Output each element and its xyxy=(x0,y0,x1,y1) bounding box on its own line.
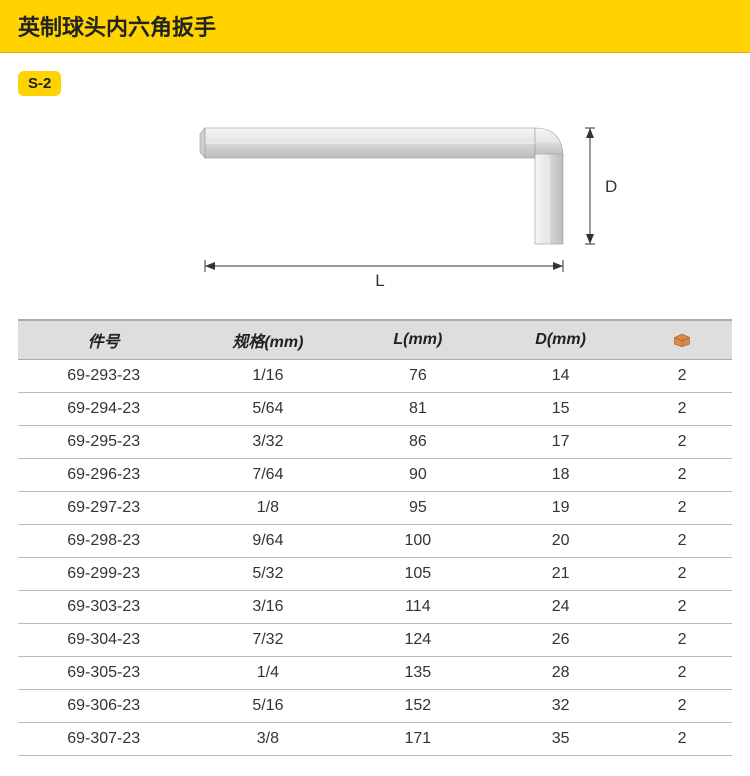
cell-D: 35 xyxy=(489,723,632,756)
cell-D: 17 xyxy=(489,426,632,459)
cell-spec: 1/4 xyxy=(189,657,346,690)
cell-spec: 3/32 xyxy=(189,426,346,459)
cell-D: 19 xyxy=(489,492,632,525)
cell-D: 28 xyxy=(489,657,632,690)
cell-L: 152 xyxy=(346,690,489,723)
cell-part: 69-296-23 xyxy=(18,459,189,492)
badge-row: S-2 xyxy=(0,53,750,104)
cell-part: 69-294-23 xyxy=(18,393,189,426)
cell-spec: 1/16 xyxy=(189,360,346,393)
col-header-pkg xyxy=(632,320,732,360)
cell-L: 100 xyxy=(346,525,489,558)
cell-D: 20 xyxy=(489,525,632,558)
dim-label-l: L xyxy=(375,271,384,290)
cell-part: 69-306-23 xyxy=(18,690,189,723)
cell-part: 69-293-23 xyxy=(18,360,189,393)
col-header-spec: 规格(mm) xyxy=(189,320,346,360)
cell-pkg: 2 xyxy=(632,426,732,459)
cell-pkg: 2 xyxy=(632,690,732,723)
page-title: 英制球头内六角扳手 xyxy=(18,10,732,42)
spec-table-wrap: 件号 规格(mm) L(mm) D(mm) 69-293-231/1676142… xyxy=(0,319,750,776)
cell-pkg: 2 xyxy=(632,393,732,426)
cell-D: 21 xyxy=(489,558,632,591)
cell-part: 69-305-23 xyxy=(18,657,189,690)
table-row: 69-307-233/8171352 xyxy=(18,723,732,756)
cell-D: 24 xyxy=(489,591,632,624)
cell-part: 69-303-23 xyxy=(18,591,189,624)
col-header-d: D(mm) xyxy=(489,320,632,360)
cell-spec: 5/16 xyxy=(189,690,346,723)
table-row: 69-296-237/6490182 xyxy=(18,459,732,492)
cell-spec: 9/64 xyxy=(189,525,346,558)
table-row: 69-295-233/3286172 xyxy=(18,426,732,459)
cell-L: 76 xyxy=(346,360,489,393)
cell-spec: 3/16 xyxy=(189,591,346,624)
dim-label-d: D xyxy=(605,177,617,196)
cell-part: 69-295-23 xyxy=(18,426,189,459)
cell-D: 14 xyxy=(489,360,632,393)
series-badge: S-2 xyxy=(18,71,61,96)
cell-spec: 1/8 xyxy=(189,492,346,525)
spec-table: 件号 规格(mm) L(mm) D(mm) 69-293-231/1676142… xyxy=(18,319,732,756)
cell-pkg: 2 xyxy=(632,360,732,393)
cell-pkg: 2 xyxy=(632,624,732,657)
table-row: 69-306-235/16152322 xyxy=(18,690,732,723)
cell-pkg: 2 xyxy=(632,492,732,525)
cell-pkg: 2 xyxy=(632,525,732,558)
cell-D: 32 xyxy=(489,690,632,723)
table-row: 69-294-235/6481152 xyxy=(18,393,732,426)
cell-spec: 5/64 xyxy=(189,393,346,426)
table-row: 69-303-233/16114242 xyxy=(18,591,732,624)
table-header-row: 件号 规格(mm) L(mm) D(mm) xyxy=(18,320,732,360)
hex-key-diagram: D L xyxy=(115,110,635,300)
cell-spec: 5/32 xyxy=(189,558,346,591)
col-header-part: 件号 xyxy=(18,320,189,360)
cell-pkg: 2 xyxy=(632,591,732,624)
product-diagram: D L xyxy=(0,104,750,319)
cell-part: 69-299-23 xyxy=(18,558,189,591)
cell-L: 171 xyxy=(346,723,489,756)
cell-part: 69-297-23 xyxy=(18,492,189,525)
cell-L: 95 xyxy=(346,492,489,525)
cell-pkg: 2 xyxy=(632,558,732,591)
table-row: 69-299-235/32105212 xyxy=(18,558,732,591)
header-bar: 英制球头内六角扳手 xyxy=(0,0,750,53)
cell-pkg: 2 xyxy=(632,723,732,756)
cell-D: 15 xyxy=(489,393,632,426)
cell-part: 69-304-23 xyxy=(18,624,189,657)
col-header-l: L(mm) xyxy=(346,320,489,360)
cell-L: 114 xyxy=(346,591,489,624)
cell-L: 135 xyxy=(346,657,489,690)
cell-pkg: 2 xyxy=(632,657,732,690)
cell-L: 81 xyxy=(346,393,489,426)
cell-L: 105 xyxy=(346,558,489,591)
cell-part: 69-307-23 xyxy=(18,723,189,756)
cell-spec: 7/32 xyxy=(189,624,346,657)
cell-pkg: 2 xyxy=(632,459,732,492)
table-row: 69-298-239/64100202 xyxy=(18,525,732,558)
table-row: 69-305-231/4135282 xyxy=(18,657,732,690)
cell-spec: 7/64 xyxy=(189,459,346,492)
package-icon xyxy=(672,333,692,347)
cell-D: 18 xyxy=(489,459,632,492)
cell-spec: 3/8 xyxy=(189,723,346,756)
table-row: 69-304-237/32124262 xyxy=(18,624,732,657)
cell-L: 86 xyxy=(346,426,489,459)
table-row: 69-293-231/1676142 xyxy=(18,360,732,393)
cell-D: 26 xyxy=(489,624,632,657)
cell-L: 124 xyxy=(346,624,489,657)
cell-L: 90 xyxy=(346,459,489,492)
table-row: 69-297-231/895192 xyxy=(18,492,732,525)
cell-part: 69-298-23 xyxy=(18,525,189,558)
